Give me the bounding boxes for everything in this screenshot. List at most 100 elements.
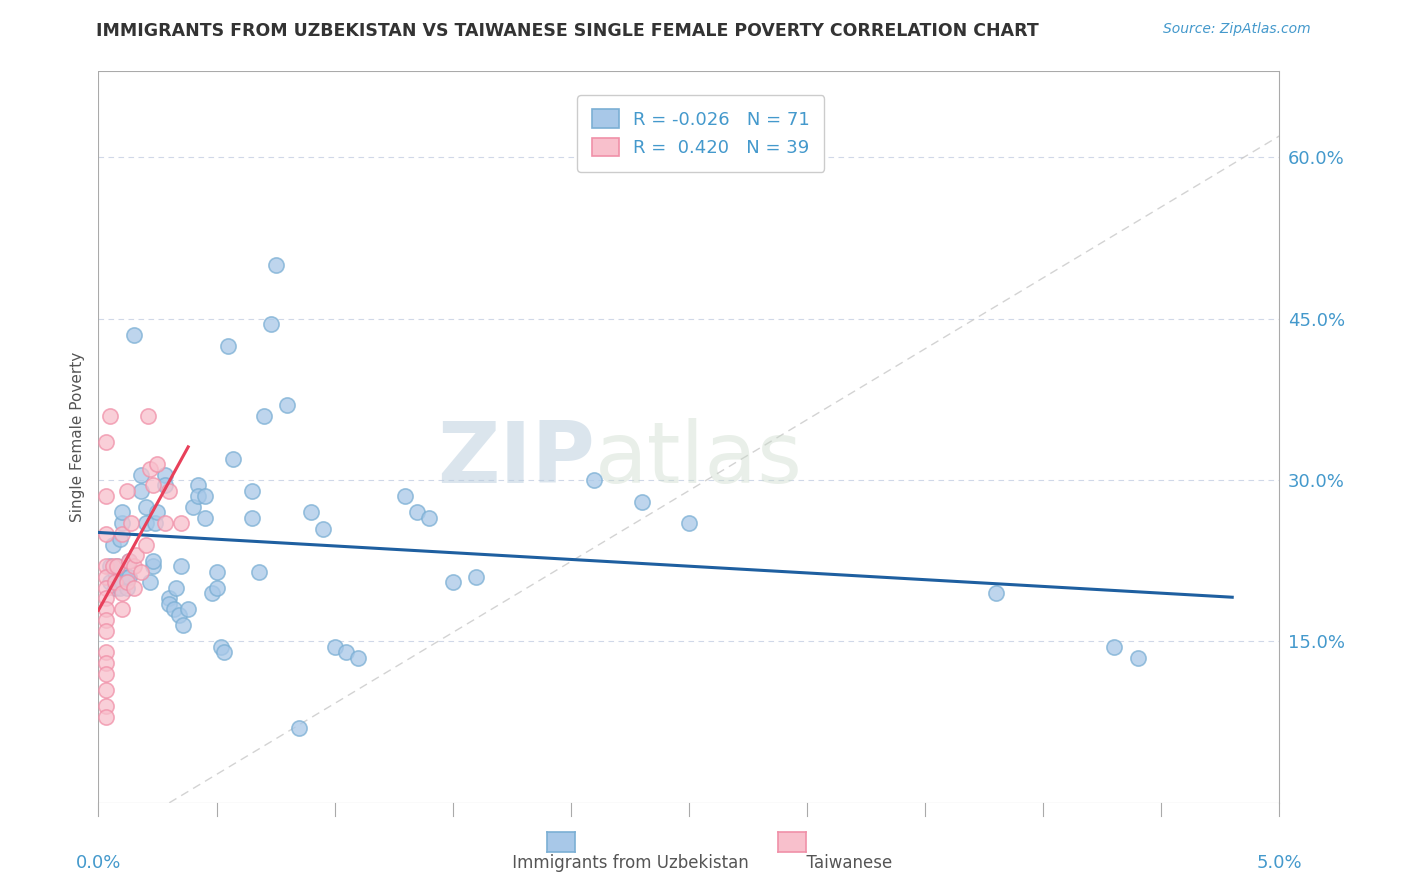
Point [125,549,148,563]
Point [118,554,141,568]
Point [121,516,143,530]
Point [122,327,145,342]
Point [630,494,652,508]
Point [247,565,270,579]
Text: atlas: atlas [595,417,803,500]
Point [406,505,429,519]
Point [122,581,145,595]
Text: 5.0%: 5.0% [1257,854,1302,872]
Point [94,559,117,574]
Point [94,666,117,681]
Point [260,317,283,331]
Point [142,554,165,568]
Point [253,409,276,423]
Point [222,451,245,466]
Point [139,575,162,590]
Point [194,489,217,503]
Point [205,565,228,579]
Point [157,591,180,606]
Point [146,505,169,519]
Point [94,645,117,659]
Point [94,570,117,584]
Point [153,467,176,482]
Point [187,489,209,503]
Text: Immigrants from Uzbekistan           Taiwanese: Immigrants from Uzbekistan Taiwanese [486,854,891,872]
Point [167,607,190,622]
Point [111,527,134,541]
Point [146,457,169,471]
Point [118,554,141,568]
Point [104,575,127,590]
Point [142,478,165,492]
Point [142,559,165,574]
Point [217,338,239,352]
Point [115,575,138,590]
Point [129,483,152,498]
Point [129,565,152,579]
Point [299,505,322,519]
Point [118,570,141,584]
Point [583,473,606,487]
Point [157,483,180,498]
Point [94,527,117,541]
Point [441,575,464,590]
Point [312,521,335,535]
Point [105,559,128,574]
Point [98,409,121,423]
Point [165,581,187,595]
Point [94,624,117,638]
Point [94,489,117,503]
Point [111,575,134,590]
Point [323,640,346,654]
Point [163,602,186,616]
Text: IMMIGRANTS FROM UZBEKISTAN VS TAIWANESE SINGLE FEMALE POVERTY CORRELATION CHART: IMMIGRANTS FROM UZBEKISTAN VS TAIWANESE … [96,22,1039,40]
Point [136,409,159,423]
Point [98,575,121,590]
Point [143,516,166,530]
Point [115,581,138,595]
Point [94,591,117,606]
Point [129,467,152,482]
Point [1102,640,1125,654]
Point [209,640,232,654]
Point [170,559,193,574]
Point [122,559,145,574]
Point [984,586,1007,600]
Point [205,581,228,595]
Point [181,500,204,514]
Point [94,613,117,627]
Point [240,483,263,498]
Point [105,559,128,574]
Point [288,721,311,735]
Point [347,650,370,665]
Point [678,516,700,530]
Point [94,581,117,595]
Text: Source: ZipAtlas.com: Source: ZipAtlas.com [1163,22,1310,37]
Point [177,602,200,616]
Point [139,462,162,476]
Point [201,586,224,600]
Point [135,516,157,530]
Point [240,510,263,524]
Point [94,656,117,670]
Text: ZIP: ZIP [437,417,595,500]
Point [94,698,117,713]
Point [1126,650,1149,665]
Point [94,682,117,697]
Point [101,559,124,574]
Point [418,510,440,524]
Point [94,435,117,450]
Point [111,586,134,600]
Text: 0.0%: 0.0% [76,854,121,872]
Point [111,602,134,616]
Point [115,483,138,498]
Point [135,500,157,514]
Point [465,570,488,584]
Point [94,710,117,724]
Y-axis label: Single Female Poverty: Single Female Poverty [69,352,84,522]
Point [153,516,176,530]
Point [104,565,127,579]
Point [157,597,180,611]
Point [101,538,124,552]
Point [115,570,138,584]
